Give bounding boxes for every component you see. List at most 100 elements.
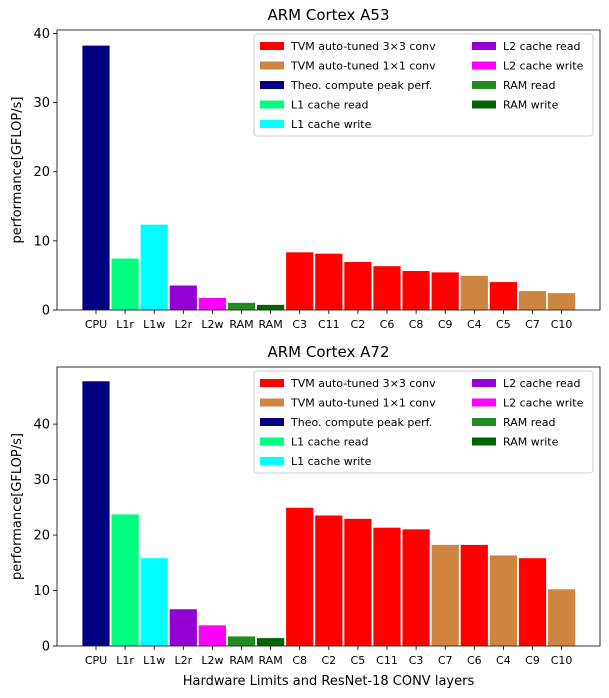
legend-label-l2w: L2 cache write bbox=[503, 60, 584, 73]
bar-l2r-3 bbox=[168, 284, 198, 311]
bar-c6-10 bbox=[372, 265, 402, 311]
x-tick-label: L2w bbox=[201, 318, 223, 331]
y-tick-label: 0 bbox=[42, 640, 50, 655]
legend-swatch-c1x1 bbox=[260, 398, 284, 407]
x-tick-label: C8 bbox=[292, 654, 307, 667]
bar-c2-9 bbox=[343, 261, 373, 311]
legend-label-c1x1: TVM auto-tuned 1×1 conv bbox=[290, 60, 436, 73]
x-tick-label: CPU bbox=[85, 654, 107, 667]
legend-label-peak: Theo. compute peak perf. bbox=[290, 79, 432, 92]
y-tick-label: 30 bbox=[33, 96, 50, 111]
bar-c4-14 bbox=[488, 554, 518, 647]
legend-label-ramr: RAM read bbox=[503, 79, 555, 92]
x-tick-label: C4 bbox=[496, 654, 511, 667]
chart-title: ARM Cortex A72 bbox=[267, 343, 389, 361]
x-tick-label: RAM bbox=[258, 318, 282, 331]
y-tick-label: 40 bbox=[33, 418, 50, 433]
x-tick-label: C11 bbox=[318, 318, 340, 331]
bar-cpu-0 bbox=[81, 380, 111, 647]
legend-swatch-peak bbox=[260, 418, 284, 426]
x-tick-label: CPU bbox=[85, 318, 107, 331]
legend-box bbox=[253, 370, 594, 474]
legend-swatch-l1w bbox=[260, 457, 284, 465]
x-tick-label: RAM bbox=[229, 318, 253, 331]
x-tick-label: L1w bbox=[143, 318, 165, 331]
legend-label-l1r: L1 cache read bbox=[291, 99, 368, 112]
x-tick-label: C3 bbox=[409, 654, 424, 667]
y-axis-label: performance[GFLOP/s] bbox=[10, 433, 25, 580]
y-tick-label: 40 bbox=[33, 27, 50, 42]
bar-c8-7 bbox=[285, 506, 315, 647]
legend-label-peak: Theo. compute peak perf. bbox=[290, 416, 432, 429]
legend-label-ramw: RAM write bbox=[503, 99, 559, 112]
bar-c11-10 bbox=[372, 526, 402, 647]
legend-swatch-ramw bbox=[472, 437, 496, 446]
x-tick-label: C4 bbox=[467, 318, 482, 331]
x-tick-label: C9 bbox=[438, 318, 453, 331]
y-tick-label: 0 bbox=[42, 304, 50, 319]
bar-ram-5 bbox=[227, 301, 256, 311]
bar-c10-16 bbox=[547, 588, 576, 647]
bar-c2-8 bbox=[314, 514, 344, 647]
legend-swatch-peak bbox=[260, 81, 284, 89]
legend-swatch-c3x3 bbox=[260, 379, 284, 387]
bar-c6-13 bbox=[459, 544, 489, 647]
bar-c7-15 bbox=[518, 290, 547, 311]
legend-swatch-l2w bbox=[472, 61, 496, 70]
plot-frame bbox=[56, 366, 601, 647]
bar-l1w-2 bbox=[139, 223, 169, 311]
legend-label-l1w: L1 cache write bbox=[291, 455, 372, 468]
legend-label-l2w: L2 cache write bbox=[503, 397, 584, 410]
x-tick-label: C10 bbox=[551, 654, 573, 667]
x-tick-label: L1r bbox=[116, 654, 134, 667]
y-tick-label: 20 bbox=[33, 529, 50, 544]
legend-swatch-ramr bbox=[472, 81, 496, 89]
legend-swatch-ramw bbox=[472, 100, 496, 109]
legend-swatch-ramr bbox=[472, 418, 496, 426]
x-tick-label: C6 bbox=[467, 654, 482, 667]
x-tick-label: C9 bbox=[525, 654, 540, 667]
plot-frame bbox=[56, 29, 601, 311]
legend-label-l1r: L1 cache read bbox=[291, 436, 368, 449]
bar-l1r-1 bbox=[110, 257, 140, 311]
bar-c7-12 bbox=[430, 544, 460, 647]
legend-label-l1w: L1 cache write bbox=[291, 118, 372, 131]
x-tick-label: C8 bbox=[409, 318, 424, 331]
x-tick-label: C5 bbox=[496, 318, 511, 331]
bar-cpu-0 bbox=[81, 44, 111, 311]
x-tick-label: L2r bbox=[174, 318, 192, 331]
legend-swatch-l2w bbox=[472, 398, 496, 407]
legend-swatch-l2r bbox=[472, 42, 496, 50]
x-tick-label: C3 bbox=[292, 318, 307, 331]
bar-ram-5 bbox=[227, 635, 256, 647]
bar-c11-8 bbox=[314, 252, 344, 311]
x-tick-label: C10 bbox=[551, 318, 573, 331]
bar-c8-11 bbox=[401, 270, 431, 311]
legend-swatch-l1r bbox=[260, 100, 284, 109]
x-tick-label: RAM bbox=[229, 654, 253, 667]
bar-l2w-4 bbox=[197, 624, 227, 647]
legend-swatch-l1w bbox=[260, 120, 284, 128]
bar-c5-14 bbox=[488, 281, 518, 311]
chart-title: ARM Cortex A53 bbox=[267, 6, 389, 24]
y-axis-label: performance[GFLOP/s] bbox=[10, 97, 25, 244]
bar-c4-13 bbox=[459, 275, 489, 311]
legend-box bbox=[253, 33, 594, 137]
x-tick-label: L2w bbox=[201, 654, 223, 667]
bar-c5-9 bbox=[343, 518, 373, 647]
legend-label-c3x3: TVM auto-tuned 3×3 conv bbox=[290, 40, 436, 53]
bar-ram-6 bbox=[256, 637, 286, 647]
bar-c9-15 bbox=[518, 557, 547, 647]
x-tick-label: C7 bbox=[438, 654, 453, 667]
legend-label-c1x1: TVM auto-tuned 1×1 conv bbox=[290, 397, 436, 410]
bar-c3-11 bbox=[401, 528, 431, 647]
x-tick-label: C5 bbox=[351, 654, 366, 667]
legend: TVM auto-tuned 3×3 conv TVM auto-tuned 1×… bbox=[253, 33, 594, 137]
y-tick-label: 10 bbox=[33, 584, 50, 599]
y-tick-label: 10 bbox=[33, 234, 50, 249]
x-tick-label: L1w bbox=[143, 654, 165, 667]
x-tick-label: RAM bbox=[258, 654, 282, 667]
x-tick-label: L1r bbox=[116, 318, 134, 331]
bar-l2r-3 bbox=[168, 608, 198, 647]
